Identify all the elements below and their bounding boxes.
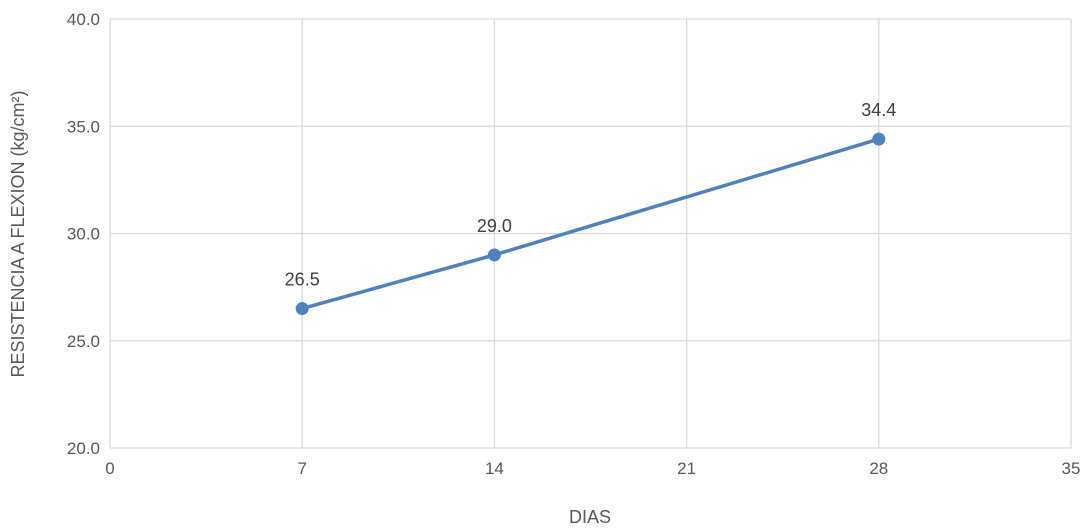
- data-series: 26.5 29.0 34.4: [285, 100, 896, 316]
- x-tick-label: 7: [297, 459, 306, 478]
- series-line: [301, 137, 880, 311]
- data-point: [872, 132, 886, 146]
- data-label: 29.0: [477, 216, 512, 236]
- y-axis-title: RESISTENCIA A FLEXION (kg/cm²): [8, 90, 28, 377]
- data-label: 34.4: [861, 100, 896, 120]
- x-tick-label: 21: [677, 459, 696, 478]
- x-tick-label: 14: [485, 459, 504, 478]
- x-axis-title: DIAS: [569, 507, 611, 527]
- y-tick-label: 30.0: [67, 225, 100, 244]
- data-point: [487, 248, 501, 262]
- y-tick-label: 20.0: [67, 439, 100, 458]
- y-tick-label: 40.0: [67, 10, 100, 29]
- data-label: 26.5: [285, 270, 320, 290]
- data-point: [295, 302, 309, 316]
- x-tick-label: 28: [869, 459, 888, 478]
- tick-labels: 20.0 25.0 30.0 35.0 40.0 0 7 14 21 28 35: [67, 10, 1081, 478]
- y-tick-label: 25.0: [67, 332, 100, 351]
- y-tick-label: 35.0: [67, 117, 100, 136]
- x-tick-label: 35: [1062, 459, 1081, 478]
- gridlines: [109, 18, 1072, 449]
- x-tick-label: 0: [105, 459, 114, 478]
